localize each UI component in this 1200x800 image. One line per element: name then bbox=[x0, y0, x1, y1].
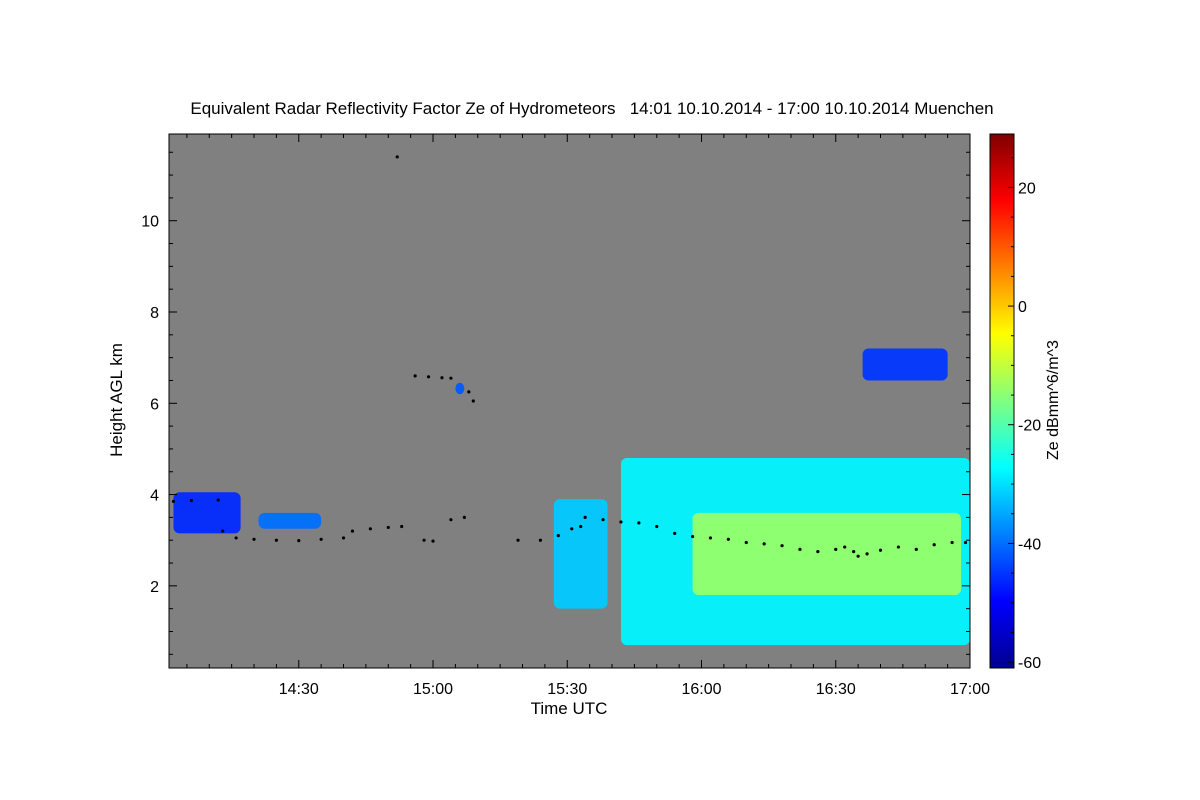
colorbar-tick-label: 20 bbox=[1018, 180, 1036, 197]
detection-point bbox=[386, 525, 390, 530]
detection-point bbox=[516, 538, 520, 542]
echo-region-high-cloud bbox=[862, 348, 948, 381]
detection-point bbox=[413, 374, 417, 378]
detection-point bbox=[816, 550, 820, 554]
detection-point bbox=[726, 537, 730, 541]
chart-title: Equivalent Radar Reflectivity Factor Ze … bbox=[190, 99, 993, 118]
detection-point bbox=[422, 538, 426, 542]
detection-point bbox=[471, 399, 475, 403]
y-tick-label: 8 bbox=[150, 305, 159, 322]
detection-point bbox=[431, 539, 435, 543]
y-tick-label: 6 bbox=[150, 396, 159, 413]
detection-point bbox=[865, 552, 869, 556]
detection-point bbox=[462, 515, 466, 519]
detection-layer bbox=[171, 155, 968, 558]
detection-point bbox=[570, 527, 574, 531]
colorbar bbox=[989, 133, 1015, 669]
detection-point bbox=[619, 520, 623, 524]
detection-point bbox=[708, 536, 713, 540]
detection-point bbox=[896, 545, 901, 549]
x-tick-label: 16:30 bbox=[816, 681, 856, 698]
echo-region-patch-1415 bbox=[258, 512, 322, 529]
colorbar-tick-label: 0 bbox=[1018, 299, 1027, 316]
x-tick-label: 14:30 bbox=[279, 681, 319, 698]
x-axis-label: Time UTC bbox=[531, 699, 608, 718]
detection-point bbox=[395, 155, 399, 159]
detection-point bbox=[852, 550, 856, 554]
detection-point bbox=[216, 498, 220, 502]
colorbar-tick-label: -60 bbox=[1018, 655, 1041, 672]
detection-point bbox=[878, 548, 883, 552]
detection-point bbox=[932, 543, 936, 547]
detection-point bbox=[341, 536, 346, 540]
detection-point bbox=[538, 538, 543, 542]
x-tick-label: 15:00 bbox=[413, 681, 453, 698]
echo-region-precip-1530 bbox=[553, 499, 608, 609]
x-axis: 14:30 15:00 15:30 16:00 16:30 17:00 bbox=[186, 134, 990, 698]
detection-point bbox=[467, 390, 471, 394]
detection-point bbox=[655, 524, 659, 529]
detection-point bbox=[744, 540, 748, 545]
detection-point bbox=[189, 498, 193, 503]
detection-point bbox=[914, 547, 918, 551]
detection-point bbox=[583, 515, 587, 519]
colorbar-tick-label: -20 bbox=[1018, 418, 1041, 435]
colorbar-tick-label: -40 bbox=[1018, 536, 1041, 553]
detection-point bbox=[234, 536, 238, 540]
detection-point bbox=[449, 518, 453, 522]
y-tick-label: 2 bbox=[150, 579, 159, 596]
detection-point bbox=[368, 527, 372, 531]
detection-point bbox=[556, 534, 560, 538]
detection-point bbox=[449, 376, 453, 380]
detection-point bbox=[834, 547, 838, 551]
detection-point bbox=[780, 544, 784, 548]
y-axis: 2 4 6 8 10 bbox=[141, 151, 970, 655]
detection-point bbox=[798, 547, 802, 551]
detection-point bbox=[274, 538, 278, 542]
x-tick-label: 17:00 bbox=[950, 681, 990, 698]
echo-region-core-1600-1650 bbox=[692, 512, 962, 595]
colorbar-label: Ze dBmm^6/m^3 bbox=[1045, 340, 1062, 460]
x-tick-label: 15:30 bbox=[547, 681, 587, 698]
detection-point bbox=[601, 518, 605, 522]
detection-point bbox=[963, 540, 968, 545]
echo-layer bbox=[173, 348, 970, 646]
detection-point bbox=[319, 537, 323, 541]
echo-region-low-cloud-left bbox=[173, 492, 241, 534]
detection-point bbox=[297, 539, 301, 543]
detection-point bbox=[843, 545, 847, 549]
detection-point bbox=[440, 376, 444, 380]
colorbar-axis: -60 -40 -20 0 20 bbox=[1008, 157, 1041, 672]
y-axis-label: Height AGL km bbox=[107, 343, 126, 457]
detection-point bbox=[673, 531, 677, 535]
detection-point bbox=[426, 375, 431, 379]
plot-frame bbox=[168, 133, 971, 669]
detection-point bbox=[637, 521, 641, 525]
y-tick-label: 10 bbox=[141, 214, 159, 231]
x-tick-label: 16:00 bbox=[681, 681, 721, 698]
detection-point bbox=[856, 554, 860, 558]
detection-point bbox=[350, 529, 355, 533]
echo-region-patch-1505 bbox=[455, 382, 465, 395]
detection-point bbox=[400, 524, 404, 529]
detection-point bbox=[690, 534, 695, 539]
detection-point bbox=[171, 499, 176, 504]
detection-point bbox=[252, 537, 256, 541]
y-tick-label: 4 bbox=[150, 488, 159, 505]
detection-point bbox=[950, 540, 954, 545]
detection-point bbox=[221, 529, 225, 533]
detection-point bbox=[762, 542, 766, 546]
detection-point bbox=[579, 524, 583, 529]
